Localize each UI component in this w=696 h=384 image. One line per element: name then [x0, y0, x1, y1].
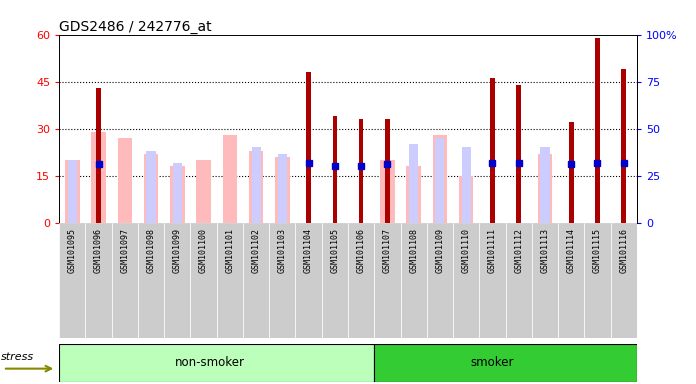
Text: GSM101112: GSM101112 [514, 228, 523, 273]
Bar [433, 135, 447, 223]
Bar [65, 160, 79, 223]
Bar [490, 78, 495, 223]
Text: smoker: smoker [470, 356, 514, 369]
Bar [249, 151, 263, 223]
Bar [558, 223, 585, 338]
Bar [348, 223, 374, 338]
Bar [400, 223, 427, 338]
Bar [118, 138, 132, 223]
Text: GSM101109: GSM101109 [436, 228, 445, 273]
Bar [595, 38, 600, 223]
Bar [540, 147, 550, 223]
Bar [164, 223, 191, 338]
Bar [269, 223, 296, 338]
Text: stress: stress [1, 352, 34, 362]
Bar [68, 160, 77, 223]
Bar [144, 154, 158, 223]
Bar [461, 147, 470, 223]
Bar [173, 163, 182, 223]
Text: GSM101116: GSM101116 [619, 228, 628, 273]
Bar [322, 223, 348, 338]
Bar [170, 166, 184, 223]
Text: GSM101106: GSM101106 [356, 228, 365, 273]
Bar [585, 223, 610, 338]
Bar [374, 223, 400, 338]
Bar [380, 160, 395, 223]
Text: GSM101098: GSM101098 [147, 228, 156, 273]
Text: GSM101111: GSM101111 [488, 228, 497, 273]
Bar [480, 223, 505, 338]
Text: GSM101107: GSM101107 [383, 228, 392, 273]
Text: non-smoker: non-smoker [175, 356, 245, 369]
Bar [86, 223, 111, 338]
Text: GSM101095: GSM101095 [68, 228, 77, 273]
Text: GSM101105: GSM101105 [331, 228, 340, 273]
Bar [59, 344, 374, 382]
Bar [306, 72, 311, 223]
Bar [111, 223, 138, 338]
Bar [374, 344, 637, 382]
Text: GSM101102: GSM101102 [251, 228, 260, 273]
Bar [427, 223, 453, 338]
Bar [409, 144, 418, 223]
Bar [216, 223, 243, 338]
Bar [296, 223, 322, 338]
Bar [196, 160, 211, 223]
Bar [91, 132, 106, 223]
Text: GSM101099: GSM101099 [173, 228, 182, 273]
Bar [138, 223, 164, 338]
Bar [516, 85, 521, 223]
Bar [251, 147, 261, 223]
Bar [358, 119, 363, 223]
Bar [532, 223, 558, 338]
Text: GSM101110: GSM101110 [461, 228, 470, 273]
Text: GDS2486 / 242776_at: GDS2486 / 242776_at [59, 20, 212, 33]
Bar [59, 223, 86, 338]
Bar [406, 166, 421, 223]
Bar [505, 223, 532, 338]
Bar [96, 88, 101, 223]
Bar [191, 223, 216, 338]
Bar [435, 138, 445, 223]
Bar [538, 154, 552, 223]
Bar [569, 122, 574, 223]
Bar [622, 69, 626, 223]
Bar [278, 154, 287, 223]
Bar [453, 223, 480, 338]
Bar [610, 223, 637, 338]
Text: GSM101101: GSM101101 [226, 228, 235, 273]
Text: GSM101108: GSM101108 [409, 228, 418, 273]
Bar [333, 116, 338, 223]
Bar [275, 157, 290, 223]
Bar [459, 176, 473, 223]
Bar [243, 223, 269, 338]
Bar [385, 119, 390, 223]
Text: GSM101104: GSM101104 [304, 228, 313, 273]
Text: GSM101100: GSM101100 [199, 228, 208, 273]
Text: GSM101103: GSM101103 [278, 228, 287, 273]
Text: GSM101114: GSM101114 [567, 228, 576, 273]
Text: GSM101097: GSM101097 [120, 228, 129, 273]
Text: GSM101096: GSM101096 [94, 228, 103, 273]
Text: GSM101113: GSM101113 [540, 228, 549, 273]
Bar [223, 135, 237, 223]
Bar [146, 151, 156, 223]
Text: GSM101115: GSM101115 [593, 228, 602, 273]
